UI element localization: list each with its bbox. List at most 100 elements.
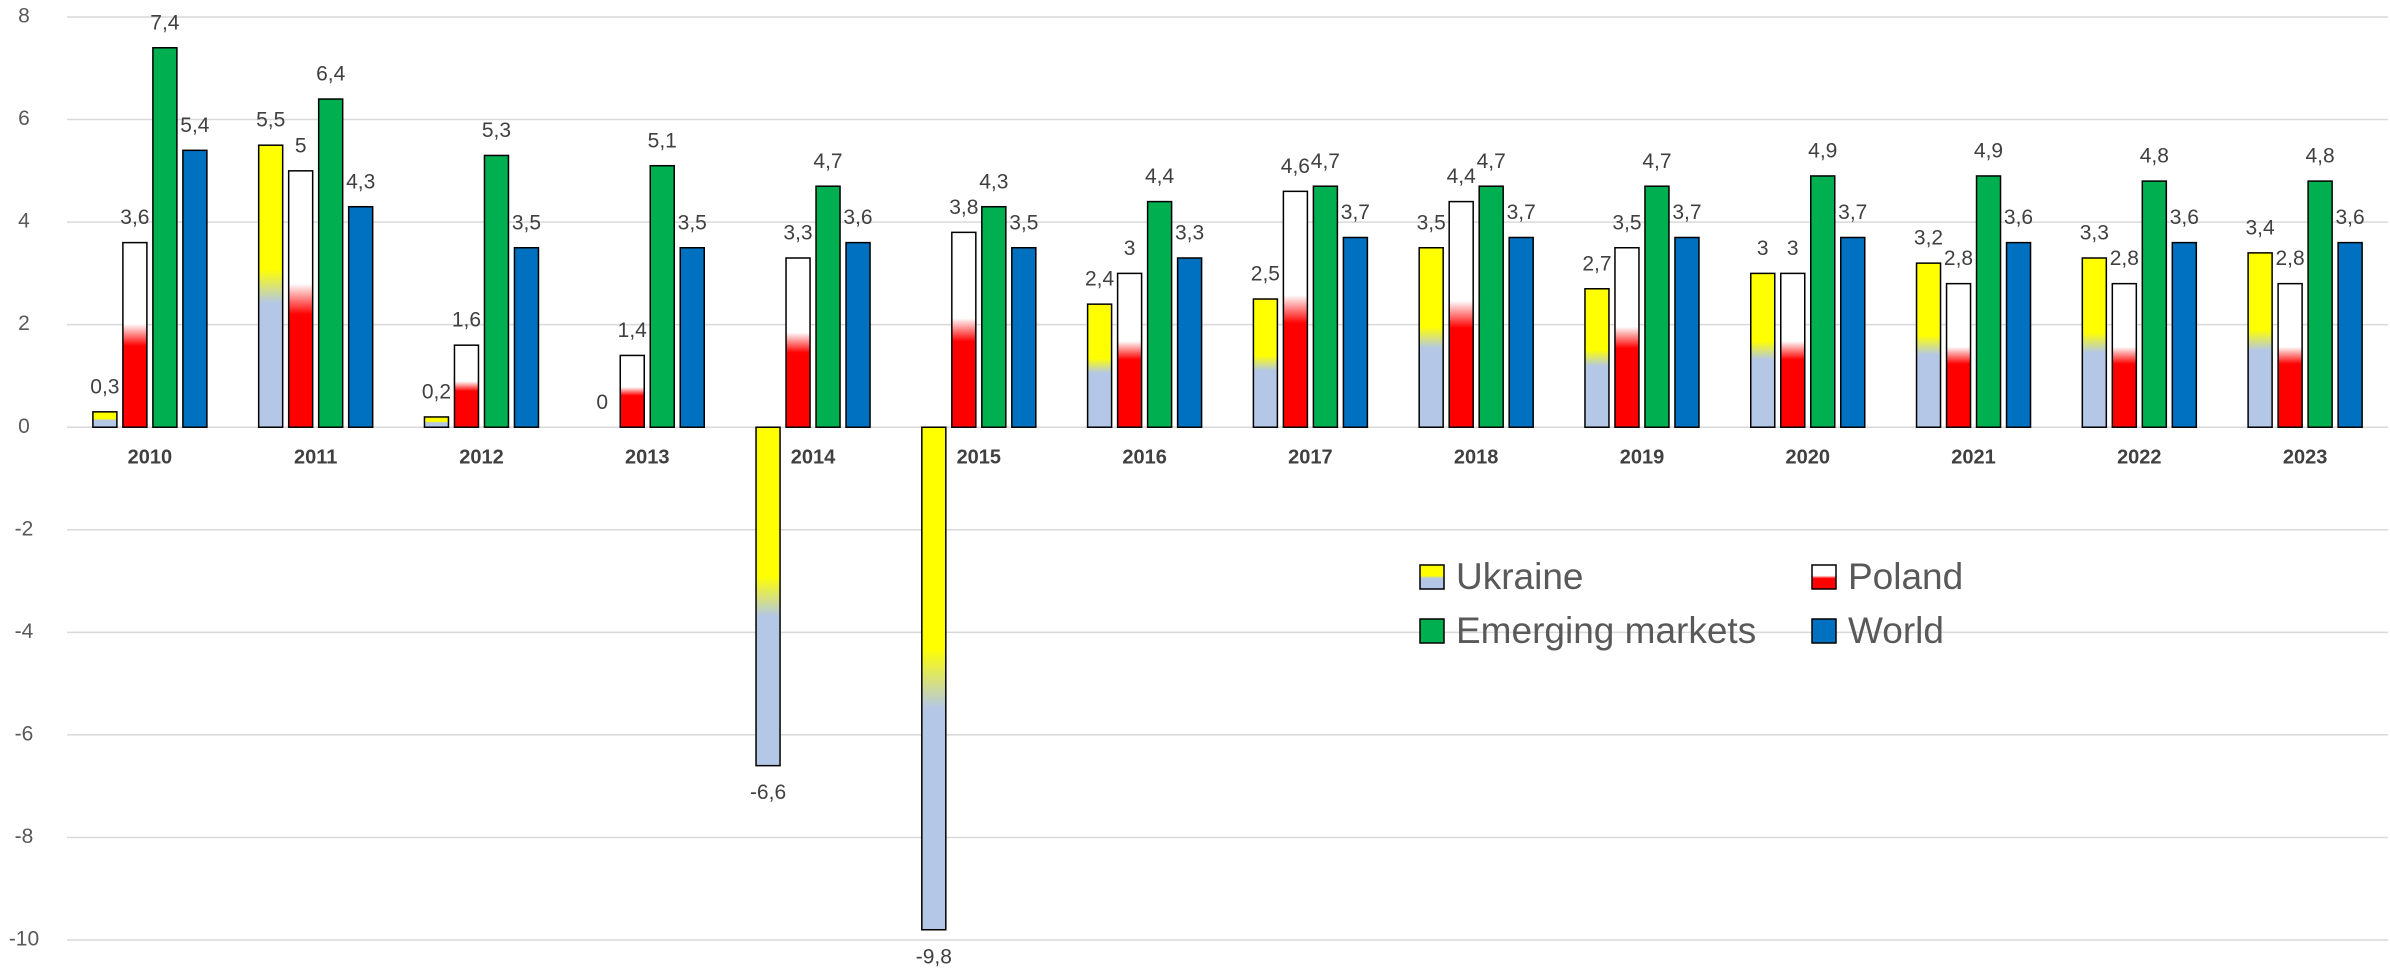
bar (2171, 241, 2198, 428)
bar (1810, 175, 1836, 428)
value-label: 3,6 (2336, 206, 2365, 229)
legend-label: Emerging markets (1456, 610, 1756, 651)
bar (1418, 247, 1444, 428)
value-label: 4,7 (1477, 150, 1506, 173)
x-tick-label: 2010 (128, 446, 173, 468)
value-label: 7,4 (150, 11, 180, 34)
bar (2111, 282, 2138, 428)
value-label: 2,7 (1582, 252, 1611, 275)
bar (755, 426, 781, 767)
bar (2141, 180, 2168, 428)
x-tick-label: 2014 (791, 446, 836, 468)
value-label: 3,2 (1914, 227, 1943, 250)
value-label: 3,7 (1838, 201, 1867, 224)
value-label: 3,6 (120, 206, 149, 229)
bar (182, 149, 208, 428)
value-label: 4,7 (813, 150, 842, 173)
value-label: 1,4 (618, 319, 648, 342)
y-tick-label: -10 (9, 928, 39, 951)
legend-swatch (1811, 618, 1837, 644)
bar (92, 411, 118, 428)
bar (1584, 288, 1610, 428)
bar (815, 185, 841, 428)
value-label: 3,7 (1507, 201, 1536, 224)
bar (1750, 272, 1776, 428)
legend-swatch (1811, 564, 1837, 590)
value-label: 4,3 (979, 170, 1008, 193)
y-tick-label: -6 (15, 722, 34, 745)
value-label: 5,3 (482, 119, 511, 142)
value-label: 4,9 (1808, 140, 1837, 163)
value-label: 4,6 (1281, 155, 1310, 178)
value-label: 3,8 (949, 196, 978, 219)
bar (152, 47, 178, 428)
y-tick-label: -4 (15, 620, 34, 643)
value-label: 5 (295, 134, 307, 157)
value-label: 4,8 (2306, 145, 2335, 168)
value-label: 3,5 (1612, 211, 1641, 234)
value-label: 3,3 (783, 222, 812, 245)
x-tick-label: 2013 (625, 446, 670, 468)
x-tick-label: 2016 (1122, 446, 1167, 468)
bar (1674, 236, 1700, 428)
bar (1282, 190, 1309, 428)
value-label: 2,5 (1251, 263, 1280, 286)
value-label: 5,5 (256, 109, 285, 132)
bar (1644, 185, 1670, 428)
value-label: 3 (1787, 237, 1799, 260)
value-label: 6,4 (316, 63, 346, 86)
x-tick-label: 2015 (957, 446, 1002, 468)
value-label: 4,4 (1447, 165, 1477, 188)
bar (317, 98, 344, 428)
bar (2247, 252, 2273, 428)
y-tick-label: 8 (18, 5, 30, 28)
value-label: 4,7 (1311, 150, 1340, 173)
bar (1011, 247, 1037, 428)
x-tick-label: 2023 (2283, 446, 2328, 468)
bar (1448, 200, 1474, 428)
value-label: 3,6 (843, 206, 872, 229)
value-label: 0,2 (422, 381, 451, 404)
value-label: 3,3 (2080, 222, 2109, 245)
bar (1312, 185, 1339, 428)
bar (347, 205, 374, 428)
x-tick-label: 2020 (1786, 446, 1831, 468)
x-tick-label: 2012 (459, 446, 504, 468)
bar (619, 354, 645, 428)
bar (483, 154, 510, 428)
legend-label: Poland (1848, 556, 1963, 597)
value-label: 4,3 (346, 170, 375, 193)
value-label: 4,8 (2140, 145, 2169, 168)
bar (1252, 298, 1279, 428)
bar (1840, 236, 1866, 428)
value-label: 3,4 (2246, 216, 2276, 239)
value-label: 5,1 (648, 129, 677, 152)
value-label: 1,6 (452, 309, 481, 332)
y-tick-label: 2 (18, 312, 30, 335)
legend-label: Ukraine (1456, 556, 1584, 597)
value-label: -9,8 (916, 945, 952, 968)
bar (2081, 257, 2108, 428)
bar (1614, 247, 1640, 428)
bar (1780, 272, 1806, 428)
y-tick-label: 6 (18, 107, 30, 130)
value-label: 3,7 (1341, 201, 1370, 224)
bar (981, 205, 1007, 428)
y-tick-label: 4 (18, 210, 30, 233)
bar (2277, 282, 2303, 428)
value-label: 2,4 (1085, 268, 1115, 291)
value-label: 3,5 (1417, 211, 1446, 234)
bar (845, 241, 871, 428)
bar (1975, 175, 2002, 428)
value-label: 4,4 (1145, 165, 1175, 188)
bar (1508, 236, 1534, 428)
bar (1945, 282, 1972, 428)
bar (423, 416, 450, 428)
bar (951, 231, 977, 428)
value-label: 3 (1757, 237, 1769, 260)
value-label: 2,8 (2276, 247, 2305, 270)
bar (1915, 262, 1942, 428)
value-label: 0 (596, 391, 608, 414)
value-label: -6,6 (750, 781, 786, 804)
